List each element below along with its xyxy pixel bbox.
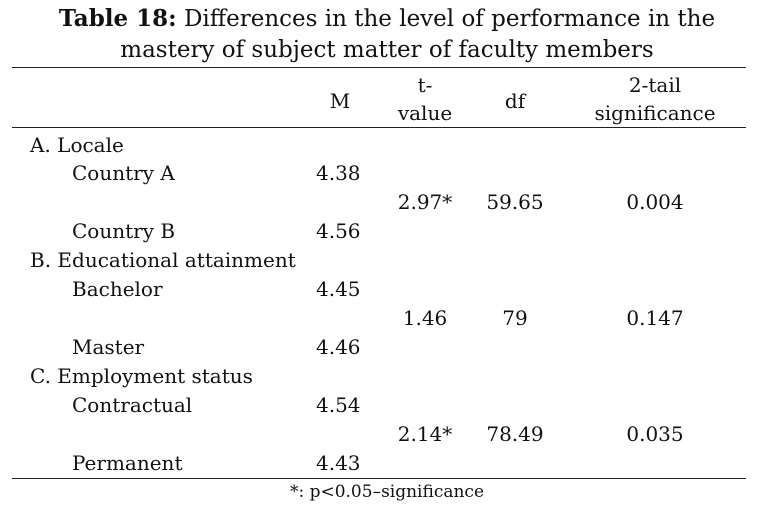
row-label: Country B (72, 219, 176, 243)
group-sig: 0.147 (626, 306, 684, 330)
group-sig: 0.004 (626, 190, 684, 214)
group-title: B. Educational attainment (30, 248, 296, 272)
header-rule (12, 127, 746, 128)
row-m: 4.38 (316, 161, 361, 185)
caption-label: Table 18: (58, 5, 177, 32)
row-label: Country A (72, 161, 175, 185)
group-sig: 0.035 (626, 422, 684, 446)
group-title: A. Locale (30, 133, 124, 157)
header-df: df (504, 89, 526, 113)
bottom-rule (12, 478, 746, 479)
header-t-line1: t- (417, 73, 433, 97)
row-m: 4.56 (316, 219, 361, 243)
row-m: 4.43 (316, 451, 361, 475)
header-t-line2: value (397, 101, 453, 125)
row-m: 4.54 (316, 393, 361, 417)
caption-line-2: mastery of subject matter of faculty mem… (120, 37, 654, 63)
group-t: 2.14* (397, 422, 453, 446)
row-label: Contractual (72, 393, 193, 417)
header-sig-line2: significance (594, 101, 716, 125)
row-m: 4.46 (316, 335, 361, 359)
footnote: *: p<0.05–significance (289, 482, 485, 502)
row-m: 4.45 (316, 277, 361, 301)
group-t: 1.46 (402, 306, 448, 330)
group-t: 2.97* (397, 190, 453, 214)
header-m: M (329, 89, 351, 113)
header-sig-line1: 2-tail (628, 73, 682, 97)
group-title: C. Employment status (30, 364, 253, 388)
row-label: Master (72, 335, 145, 359)
row-label: Bachelor (72, 277, 163, 301)
caption-text: Differences in the level of performance … (183, 6, 716, 32)
group-df: 79 (502, 306, 528, 330)
caption-line-1: Table 18: Differences in the level of pe… (0, 4, 774, 34)
row-label: Permanent (72, 451, 183, 475)
group-df: 78.49 (486, 422, 544, 446)
group-df: 59.65 (486, 190, 544, 214)
top-rule (12, 67, 746, 68)
